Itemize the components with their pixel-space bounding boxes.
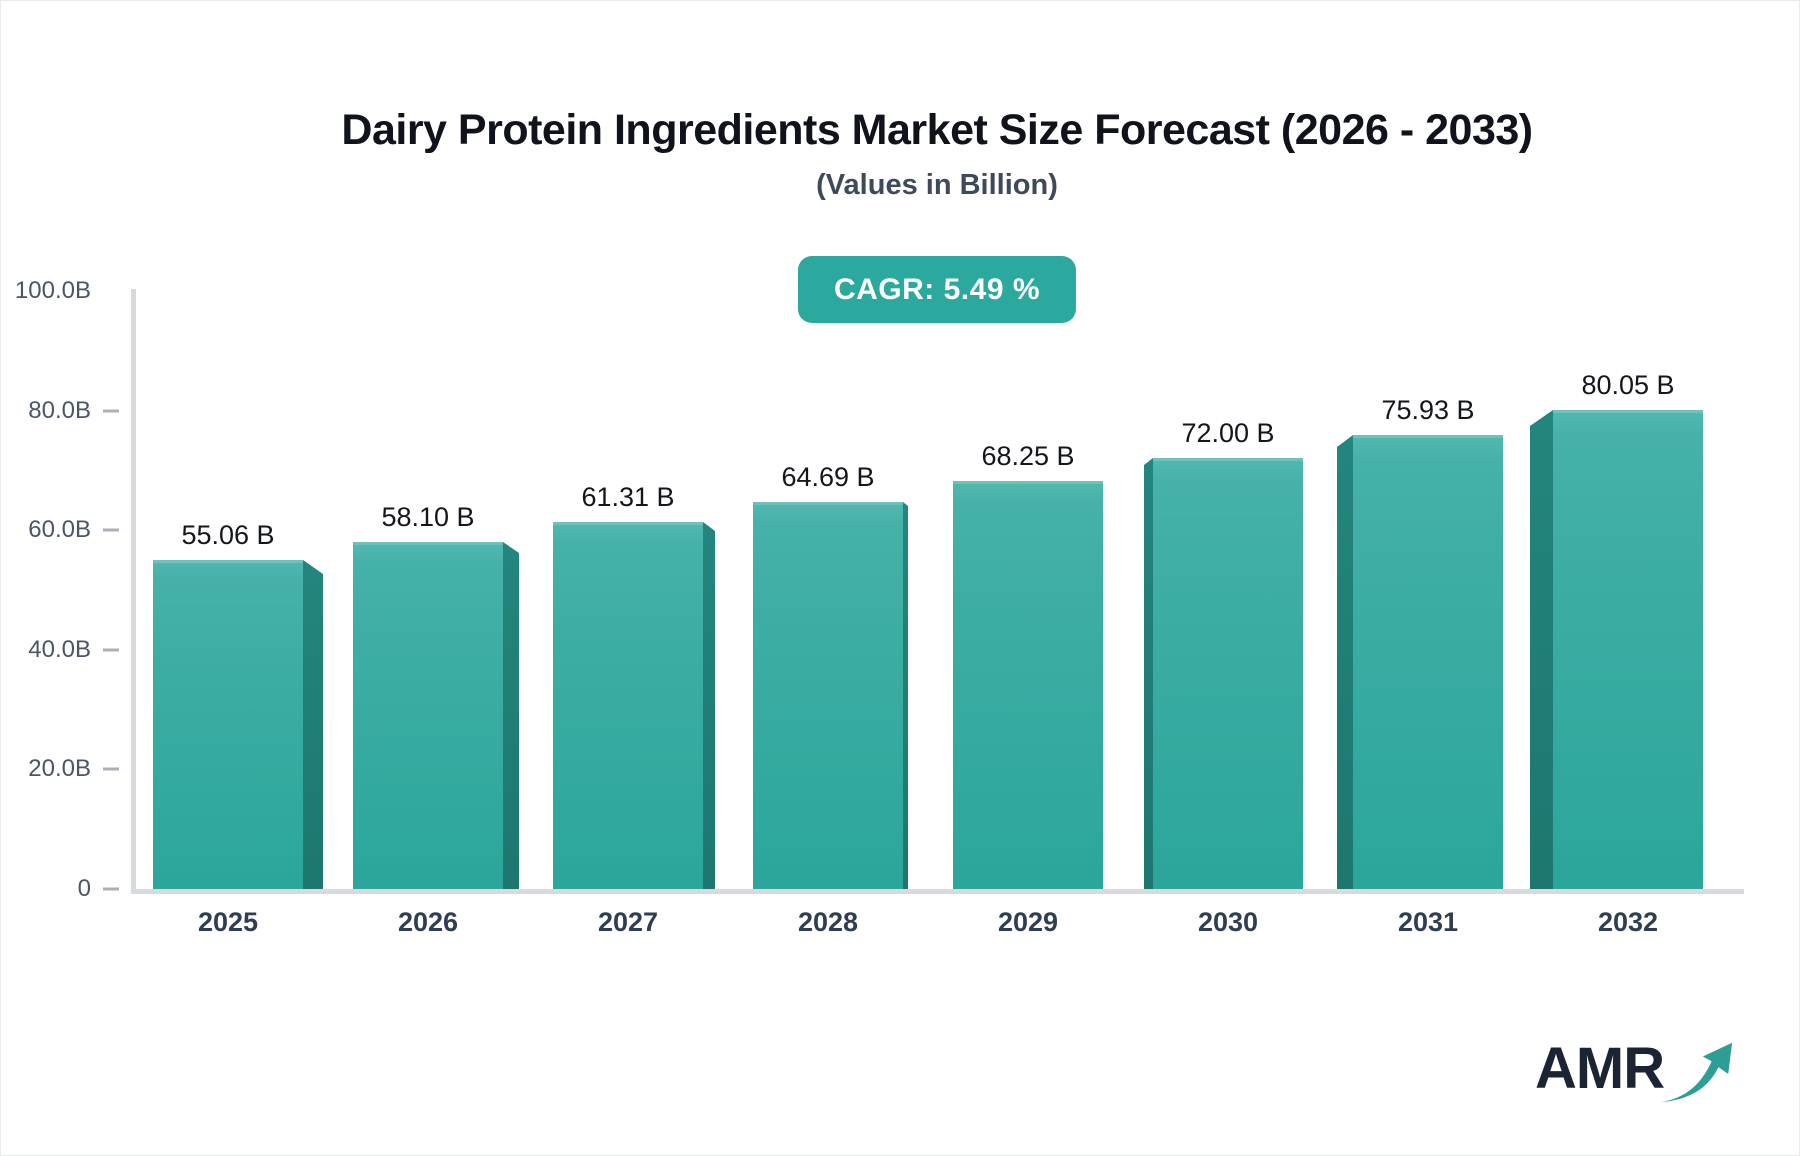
x-axis-line	[131, 889, 1744, 894]
y-tick-dash	[103, 648, 119, 652]
bar-2027-side	[703, 522, 715, 889]
bar-value-label: 55.06 B	[181, 520, 275, 550]
bar-2032-side	[1530, 410, 1553, 889]
bar-2029	[953, 481, 1103, 889]
brand-logo-text: AMR	[1535, 1036, 1665, 1101]
bar-value-label: 58.10 B	[381, 502, 475, 532]
chart-subtitle: (Values in Billion)	[816, 169, 1058, 201]
y-tick-label: 0	[77, 875, 91, 902]
bar-2030	[1153, 458, 1303, 889]
y-tick-dash	[103, 409, 119, 413]
x-tick-label: 2025	[197, 907, 259, 937]
bar-2026	[353, 542, 503, 889]
bar-2025	[153, 560, 303, 889]
bar-2031	[1353, 435, 1503, 889]
x-tick-label: 2029	[997, 907, 1059, 937]
bar-2025-side	[303, 560, 323, 889]
y-tick-dash	[103, 528, 119, 532]
bar-2028-side	[903, 502, 908, 889]
bar-2030-side	[1144, 458, 1153, 889]
bar-2028	[753, 502, 903, 889]
x-tick-label: 2031	[1397, 907, 1459, 937]
y-tick-label: 80.0B	[28, 396, 91, 424]
bar-value-label: 75.93 B	[1381, 395, 1475, 425]
bar-value-label: 61.31 B	[581, 482, 675, 512]
y-tick-label: 40.0B	[28, 635, 91, 663]
bar-value-label: 64.69 B	[781, 462, 875, 492]
bar-2031-side	[1337, 435, 1353, 889]
cagr-badge: CAGR: 5.49 %	[797, 256, 1077, 323]
bar-value-label: 80.05 B	[1581, 370, 1675, 400]
x-tick-label: 2028	[797, 907, 859, 937]
y-tick-label: 60.0B	[28, 516, 91, 544]
y-tick-dash	[103, 887, 119, 891]
chart-title: Dairy Protein Ingredients Market Size Fo…	[341, 106, 1533, 154]
x-tick-label: 2032	[1597, 907, 1659, 937]
y-tick-label: 100.0B	[14, 277, 91, 304]
x-tick-label: 2026	[397, 907, 459, 937]
y-tick-label: 20.0B	[28, 755, 91, 783]
bar-value-label: 68.25 B	[981, 441, 1075, 471]
bar-2027	[553, 522, 703, 889]
bar-value-label: 72.00 B	[1181, 418, 1275, 448]
growth-arrow-icon	[1660, 1042, 1733, 1103]
x-tick-label: 2027	[597, 907, 659, 937]
y-tick-dash	[103, 767, 119, 771]
bar-2026-side	[503, 542, 519, 889]
bar-2032	[1553, 410, 1703, 889]
x-tick-label: 2030	[1197, 907, 1259, 937]
y-axis-line	[131, 289, 136, 894]
brand-logo: AMR	[1535, 1033, 1736, 1109]
cagr-badge-label: CAGR: 5.49 %	[833, 272, 1041, 306]
